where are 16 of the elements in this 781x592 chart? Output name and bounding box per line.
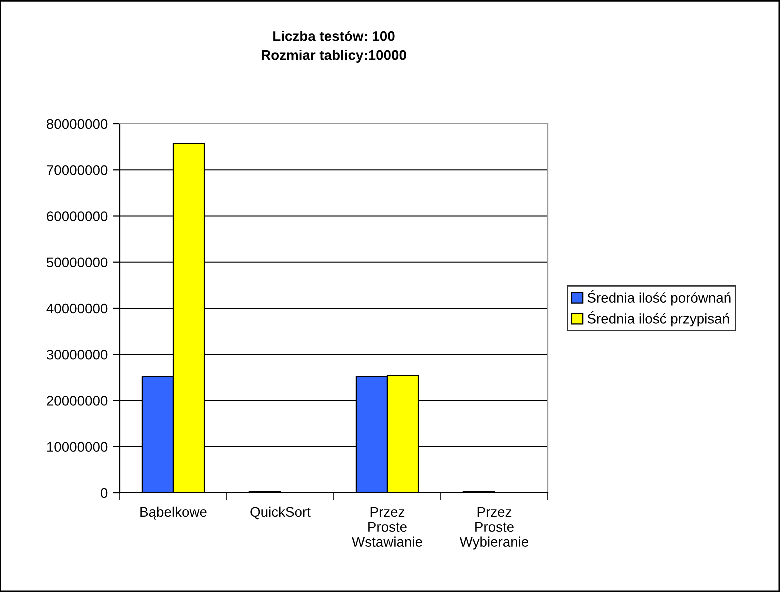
x-tick-label: Przez Proste Wybieranie xyxy=(460,507,529,550)
legend-label: Średnia ilość porównań xyxy=(588,290,731,306)
legend-label: Średnia ilość przypisań xyxy=(588,311,730,327)
chart-title: Liczba testów: 100 Rozmiar tablicy:10000 xyxy=(262,30,406,63)
x-tick-label: QuickSort xyxy=(250,506,311,520)
x-tick-label: Przez Proste Wstawianie xyxy=(352,507,422,548)
y-tick-label: 60000000 xyxy=(47,212,108,222)
y-tick-label: 20000000 xyxy=(47,396,108,406)
y-tick-label: 80000000 xyxy=(47,119,108,130)
x-tick-label: Bąbelkowe xyxy=(140,506,207,520)
y-tick-label: 40000000 xyxy=(46,304,108,314)
y-tick-label: 50000000 xyxy=(46,258,108,268)
y-tick-label: 10000000 xyxy=(47,442,108,452)
y-tick-label: 70000000 xyxy=(47,165,108,176)
y-tick-label: 30000000 xyxy=(46,350,108,360)
y-tick-label: 0 xyxy=(101,488,108,498)
